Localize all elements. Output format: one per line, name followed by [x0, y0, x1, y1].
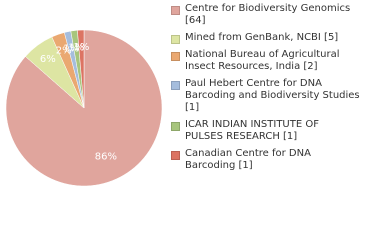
legend-label: Centre for Biodiversity Genomics [64] — [185, 3, 351, 26]
legend-swatch — [171, 151, 180, 160]
legend-entry: ICAR INDIAN INSTITUTE OF PULSES RESEARCH… — [171, 119, 376, 143]
legend-label: Canadian Centre for DNA Barcoding [1] — [185, 148, 311, 171]
legend-swatch — [171, 35, 180, 44]
legend-entry: Mined from GenBank, NCBI [5] — [171, 32, 376, 44]
legend-swatch — [171, 6, 180, 15]
legend-label: Mined from GenBank, NCBI [5] — [185, 32, 339, 43]
legend-label: ICAR INDIAN INSTITUTE OF PULSES RESEARCH… — [185, 119, 319, 142]
slice-label: 1% — [63, 44, 79, 55]
legend-swatch — [171, 52, 180, 61]
legend-label: Paul Hebert Centre for DNA Barcoding and… — [185, 78, 360, 113]
legend-entry: Centre for Biodiversity Genomics [64] — [171, 3, 376, 27]
legend-swatch — [171, 122, 180, 131]
slice-label: 6% — [40, 54, 56, 65]
slice-label: 1% — [68, 43, 84, 54]
legend-entry: National Bureau of Agricultural Insect R… — [171, 49, 376, 73]
legend-entry: Canadian Centre for DNA Barcoding [1] — [171, 148, 376, 172]
legend: Centre for Biodiversity Genomics [64] Min… — [171, 3, 376, 172]
pie-slice — [77, 29, 85, 109]
slice-label: 1% — [73, 42, 89, 53]
pie-chart: 86% 6%2%1%1%1% — [5, 29, 163, 187]
legend-swatch — [171, 81, 180, 90]
slice-label: 86% — [95, 151, 117, 162]
slice-label: 2% — [56, 46, 72, 57]
legend-entry: Paul Hebert Centre for DNA Barcoding and… — [171, 78, 376, 114]
legend-label: National Bureau of Agricultural Insect R… — [185, 49, 340, 72]
